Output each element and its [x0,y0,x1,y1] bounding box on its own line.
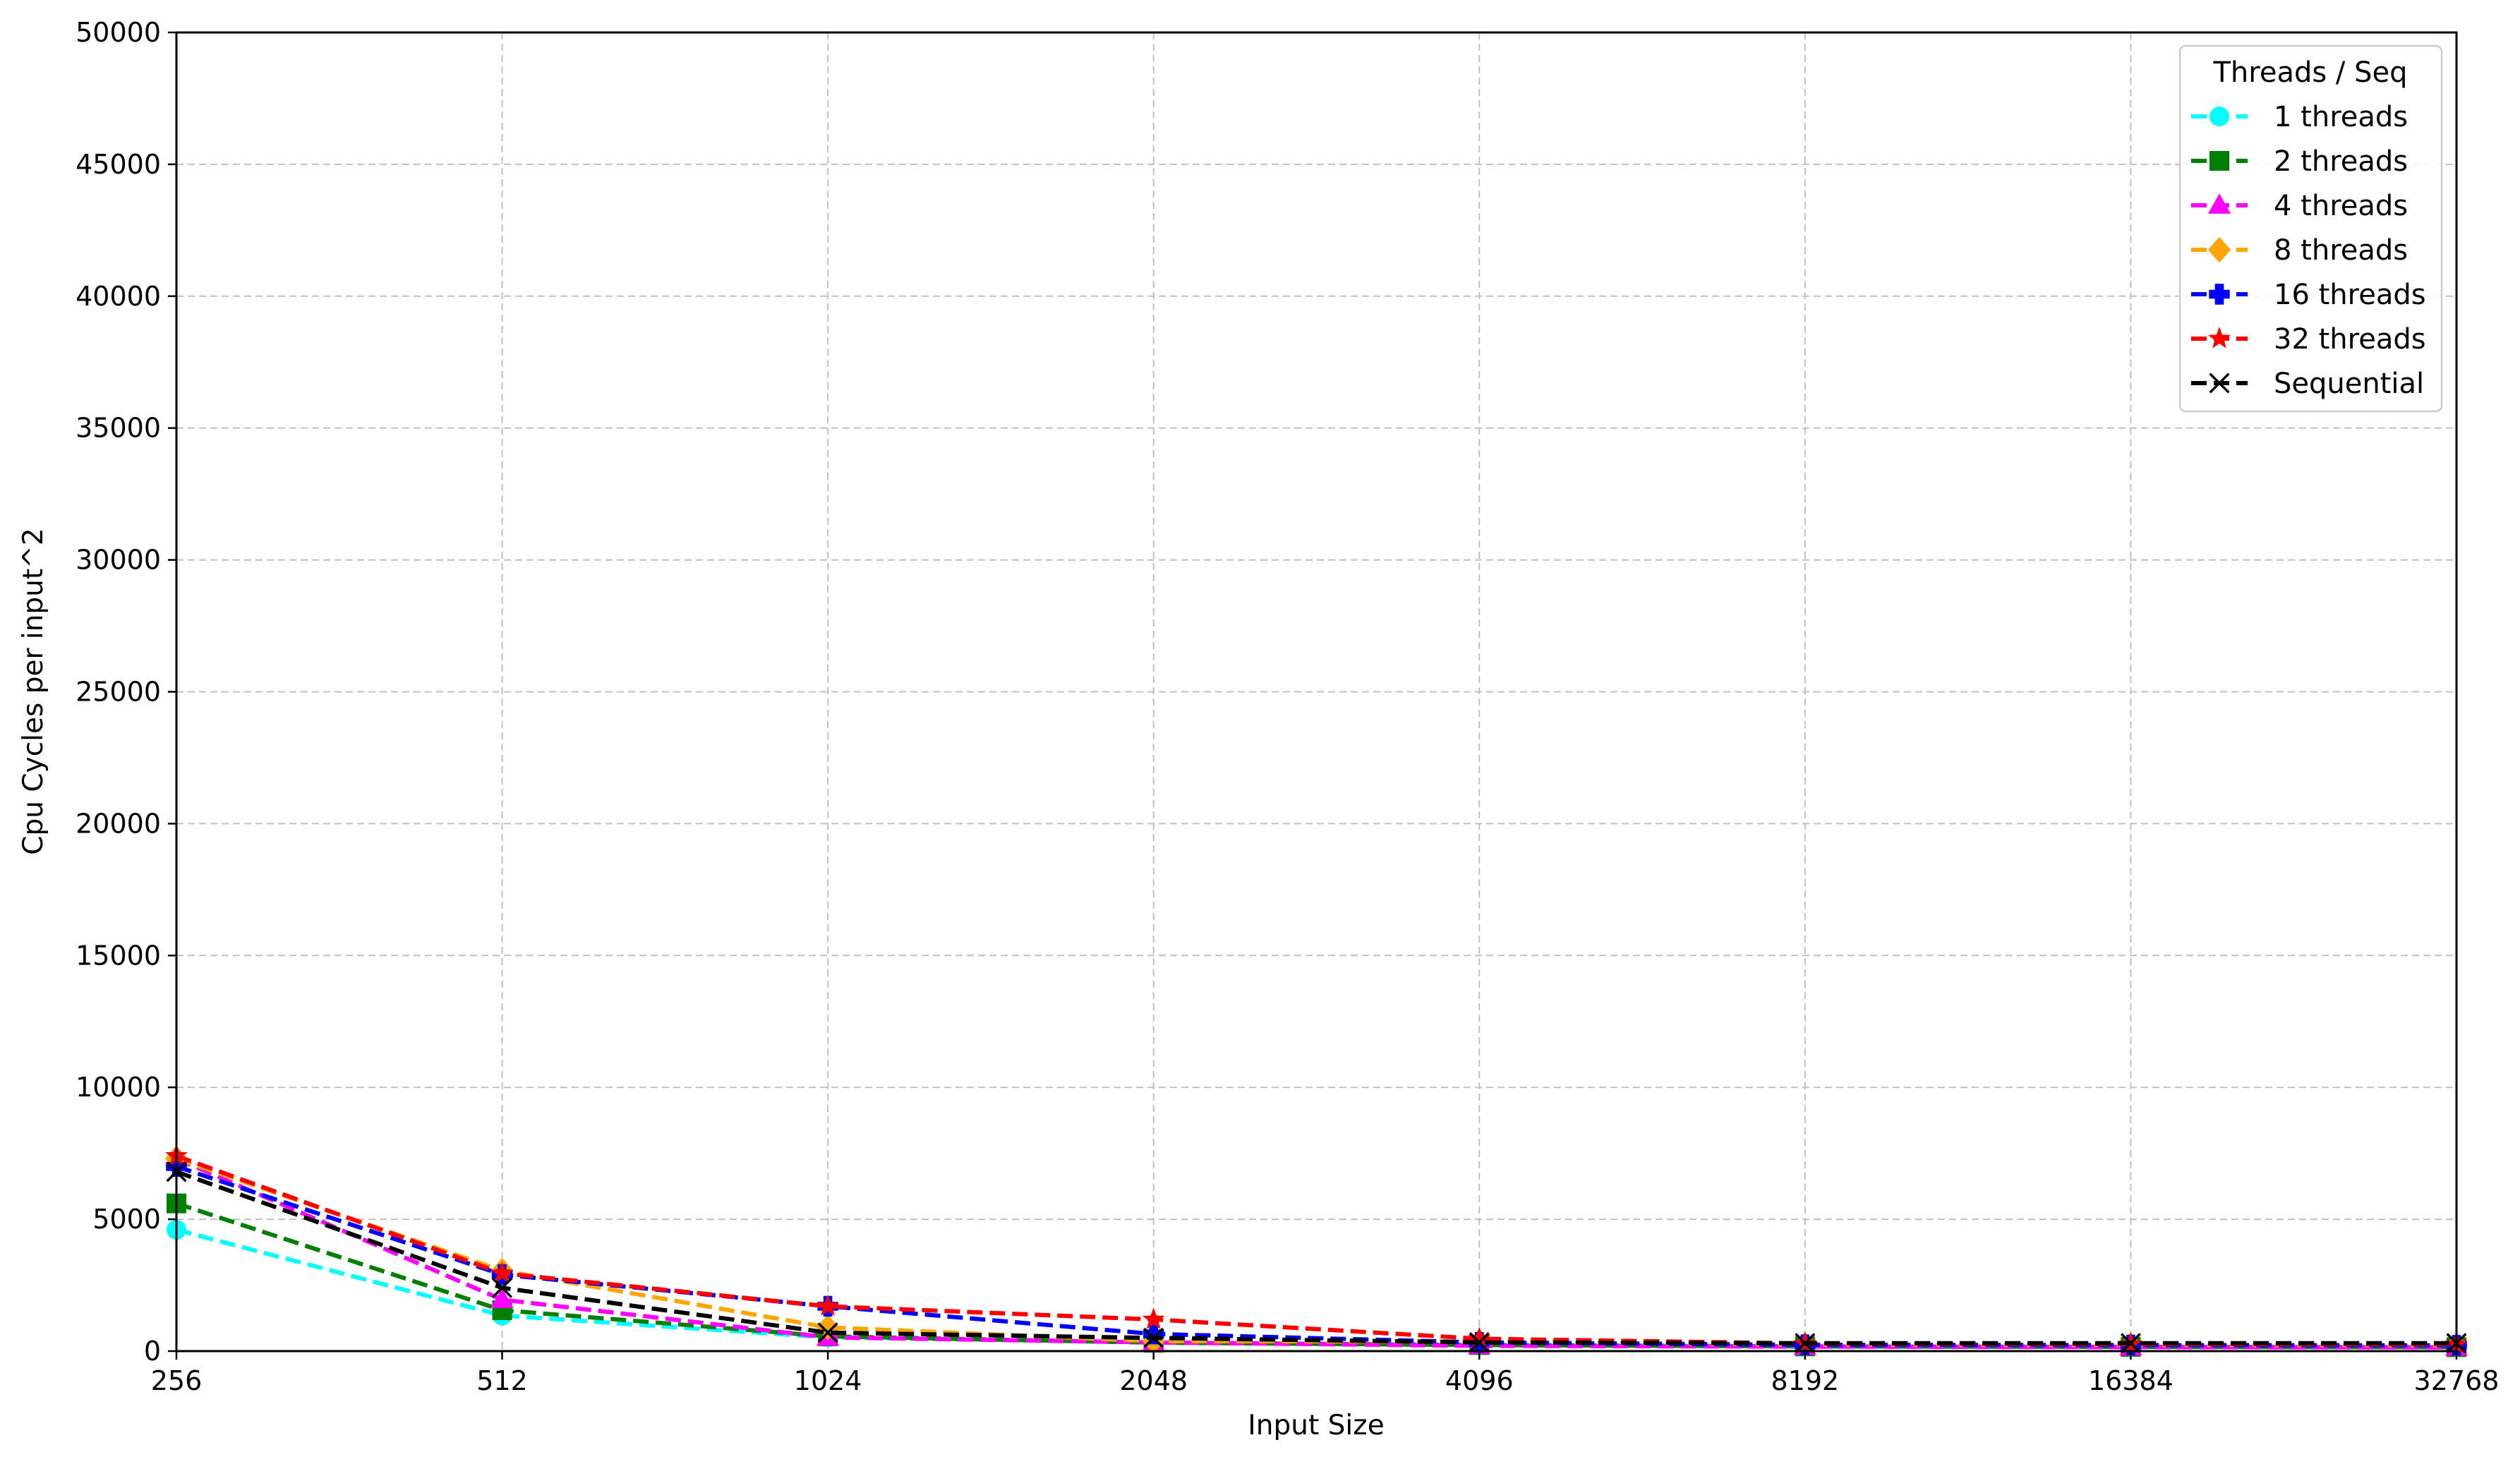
legend-label-sequential: Sequential [2274,368,2424,400]
legend-entry-16-threads: 16 threads [2191,279,2426,311]
y-tick-label: 40000 [76,281,161,312]
x-tick-label: 8192 [1771,1365,1839,1396]
legend-marker-sequential [2209,373,2230,394]
data-point-32-threads [1142,1307,1165,1329]
legend-box [2178,44,2443,413]
data-point-32-threads [490,1261,514,1283]
data-point-32-threads [1468,1326,1491,1349]
data-point-4-threads [490,1288,514,1309]
legend-entry-4-threads: 4 threads [2191,190,2408,222]
data-point-16-threads [1143,1324,1164,1345]
legend-label-4-threads: 4 threads [2274,190,2408,222]
legend-marker-4-threads [2207,193,2231,214]
legend-entries: 1 threads 2 threads 4 threads 8 threads 16 t… [2191,101,2426,400]
legend-entry-sequential: Sequential [2191,368,2424,400]
data-point-sequential [817,1322,838,1343]
legend-entry-8-threads: 8 threads [2191,234,2408,267]
legend-marker-16-threads [2209,284,2230,305]
legend-entry-1-threads: 1 threads [2191,101,2408,133]
axis-ticks: 256 512 1024 2048 4096 8192 16384 32768 0 5000 100… [76,17,2499,1396]
series-sequential [166,1161,2467,1354]
data-point-8-threads [816,1314,840,1341]
y-tick-label: 10000 [76,1072,161,1103]
x-tick-label: 256 [151,1365,203,1396]
y-tick-label: 5000 [92,1204,161,1235]
legend-entry-32-threads: 32 threads [2191,323,2426,356]
data-point-sequential [492,1277,513,1298]
legend-label-1-threads: 1 threads [2274,101,2408,133]
y-tick-label: 25000 [76,677,161,708]
legend-marker-8-threads [2207,236,2231,263]
legend: Threads / Seq 1 threads 2 threads 4 thread… [2178,44,2443,413]
data-point-32-threads [816,1294,840,1317]
legend-label-32-threads: 32 threads [2274,323,2426,356]
y-tick-label: 45000 [76,149,161,180]
legend-marker-32-threads [2208,327,2231,349]
y-axis-label: Cpu Cycles per input^2 [18,528,49,854]
legend-marker-1-threads [2209,107,2229,126]
data-point-sequential [1469,1332,1490,1353]
x-axis-label: Input Size [1248,1410,1384,1441]
data-point-sequential [1143,1327,1164,1348]
legend-title: Threads / Seq [2213,56,2408,89]
y-tick-label: 30000 [76,545,161,576]
y-tick-label: 20000 [76,808,161,839]
legend-label-16-threads: 16 threads [2274,279,2426,311]
y-tick-label: 0 [144,1336,161,1367]
x-tick-label: 512 [476,1365,528,1396]
x-tick-label: 16384 [2088,1365,2174,1396]
y-tick-label: 50000 [76,17,161,48]
series-line-2-threads [176,1201,2457,1350]
data-point-sequential [2120,1333,2141,1354]
legend-marker-2-threads [2209,151,2229,171]
legend-label-2-threads: 2 threads [2274,145,2408,178]
y-tick-label: 15000 [76,940,161,971]
x-tick-label: 32768 [2414,1365,2500,1396]
legend-label-8-threads: 8 threads [2274,234,2408,267]
x-tick-label: 2048 [1119,1365,1188,1396]
x-tick-label: 4096 [1445,1365,1514,1396]
y-tick-label: 35000 [76,413,161,444]
data-point-sequential [1795,1333,1816,1354]
x-tick-label: 1024 [794,1365,862,1396]
series-lines [164,1144,2468,1358]
legend-entry-2-threads: 2 threads [2191,145,2408,178]
series-line-sequential [175,1169,2456,1345]
